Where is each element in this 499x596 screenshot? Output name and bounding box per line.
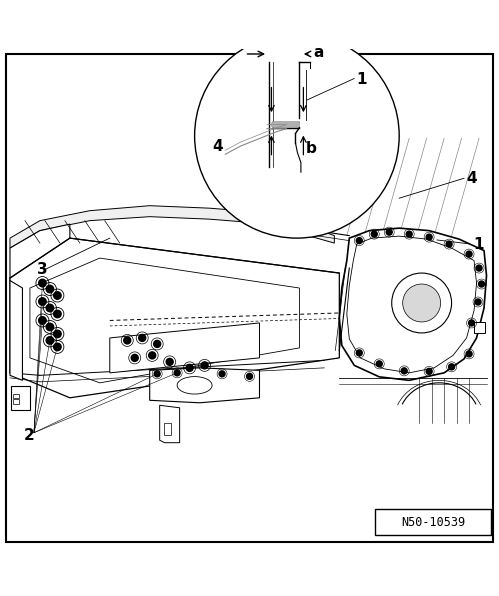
Circle shape xyxy=(466,351,472,357)
Ellipse shape xyxy=(177,377,212,394)
Polygon shape xyxy=(347,236,477,373)
Circle shape xyxy=(426,234,432,240)
Circle shape xyxy=(154,340,161,347)
Circle shape xyxy=(54,343,61,350)
Polygon shape xyxy=(160,405,180,443)
Bar xyxy=(375,509,491,535)
Circle shape xyxy=(469,320,475,326)
Polygon shape xyxy=(10,224,70,281)
Circle shape xyxy=(426,368,432,374)
Circle shape xyxy=(219,371,225,377)
Text: 3: 3 xyxy=(37,262,48,277)
Circle shape xyxy=(466,251,472,257)
Polygon shape xyxy=(30,258,299,383)
Circle shape xyxy=(124,337,131,344)
Circle shape xyxy=(139,334,146,342)
Circle shape xyxy=(131,355,138,361)
Polygon shape xyxy=(271,122,299,128)
Circle shape xyxy=(46,323,54,331)
Circle shape xyxy=(154,371,160,377)
Bar xyxy=(10,238,489,538)
Polygon shape xyxy=(110,323,259,373)
Circle shape xyxy=(39,298,46,305)
Circle shape xyxy=(356,350,362,356)
Bar xyxy=(164,423,171,435)
Circle shape xyxy=(449,364,455,370)
Text: b: b xyxy=(306,141,317,156)
Text: N50-10539: N50-10539 xyxy=(401,516,465,529)
Polygon shape xyxy=(10,206,334,248)
Text: 1: 1 xyxy=(473,237,484,252)
Circle shape xyxy=(406,231,412,237)
Bar xyxy=(474,322,485,333)
Circle shape xyxy=(446,241,452,247)
Circle shape xyxy=(149,352,156,359)
Text: 4: 4 xyxy=(213,138,223,154)
Circle shape xyxy=(247,373,252,379)
Circle shape xyxy=(54,292,61,299)
Polygon shape xyxy=(339,228,487,380)
Circle shape xyxy=(54,330,61,338)
Circle shape xyxy=(479,281,485,287)
Text: 2: 2 xyxy=(24,428,35,443)
Circle shape xyxy=(475,299,481,305)
Circle shape xyxy=(166,358,173,365)
Circle shape xyxy=(39,280,46,287)
Circle shape xyxy=(201,362,208,369)
Text: 4: 4 xyxy=(467,170,477,186)
Circle shape xyxy=(46,337,54,344)
Polygon shape xyxy=(10,238,339,398)
Text: 1: 1 xyxy=(356,72,367,87)
Bar xyxy=(13,394,19,398)
Circle shape xyxy=(392,273,452,333)
Circle shape xyxy=(371,231,377,237)
Circle shape xyxy=(174,370,180,376)
Circle shape xyxy=(195,33,399,238)
Circle shape xyxy=(386,229,392,235)
Circle shape xyxy=(46,285,54,293)
Bar xyxy=(11,386,30,410)
Circle shape xyxy=(46,304,54,312)
Circle shape xyxy=(476,265,482,271)
Bar xyxy=(13,399,19,403)
Circle shape xyxy=(401,368,407,374)
Circle shape xyxy=(39,316,46,324)
Circle shape xyxy=(356,238,362,244)
Polygon shape xyxy=(10,281,22,380)
Circle shape xyxy=(54,311,61,318)
Circle shape xyxy=(376,361,382,367)
Text: a: a xyxy=(313,45,324,60)
Circle shape xyxy=(403,284,441,322)
Polygon shape xyxy=(150,368,259,403)
Circle shape xyxy=(186,364,193,371)
